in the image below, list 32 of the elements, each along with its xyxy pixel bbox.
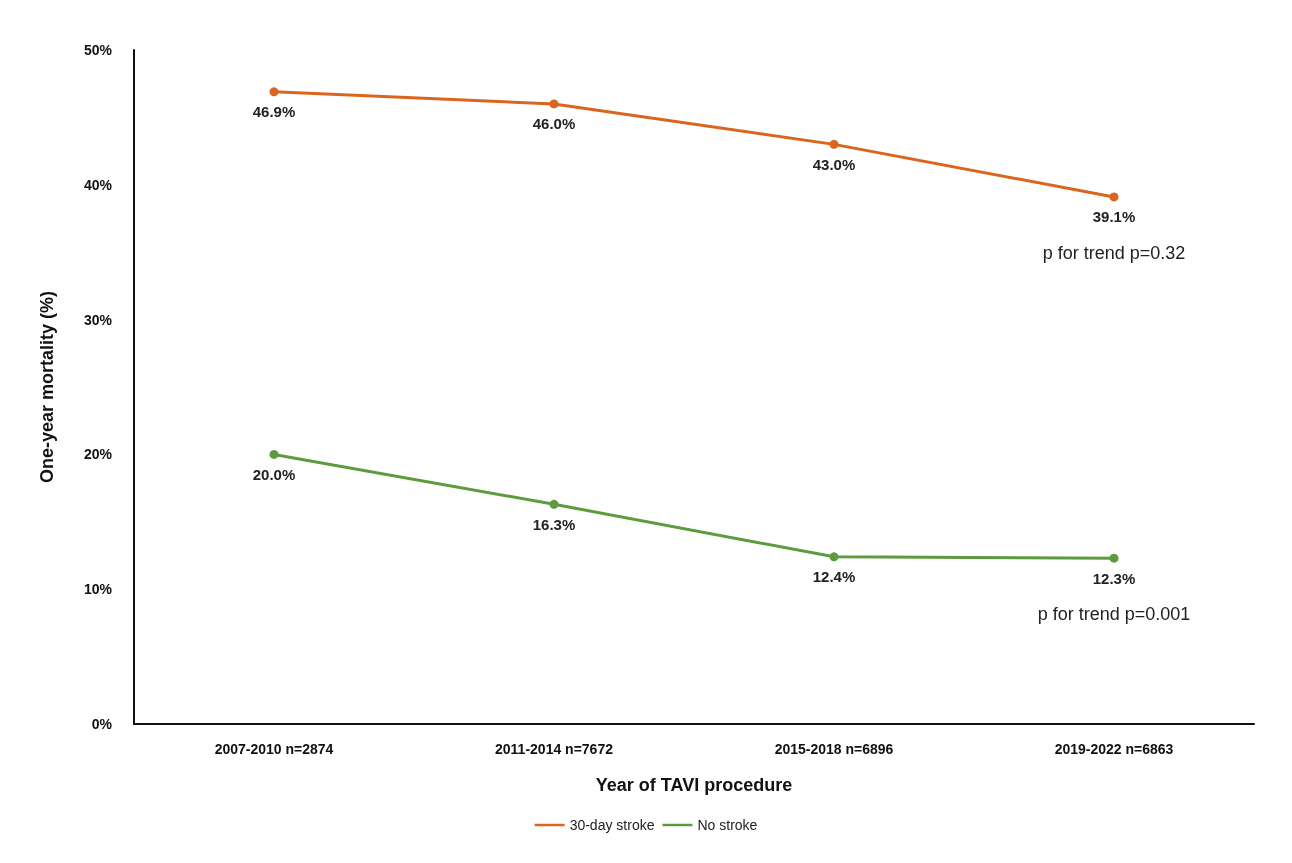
- point: [269, 87, 279, 97]
- x-tick-label: 2015-2018 n=6896: [774, 741, 894, 757]
- data-label: 16.3%: [532, 515, 576, 533]
- y-tick-label: 50%: [83, 42, 113, 58]
- point: [549, 499, 559, 509]
- data-label: 39.1%: [1092, 208, 1136, 226]
- y-tick-label: 30%: [83, 311, 113, 328]
- y-tick-label: 10%: [83, 581, 113, 598]
- point: [1109, 192, 1119, 202]
- y-tick-label: 0%: [91, 716, 113, 732]
- x-axis-title: Year of TAVI procedure: [595, 775, 793, 795]
- annotation: p for trend p=0.001: [1037, 604, 1191, 625]
- annotation: p for trend p=0.32: [1042, 242, 1186, 263]
- x-tick-label: 2011-2014 n=7672: [495, 741, 614, 757]
- data-label: 43.0%: [812, 155, 856, 173]
- data-label: 12.4%: [812, 568, 856, 586]
- y-axis-title: One-year mortality (%): [37, 290, 57, 484]
- data-label: 12.3%: [1092, 569, 1136, 587]
- y-tick-label: 40%: [83, 176, 113, 193]
- x-tick-label: 2019-2022 n=6863: [1054, 741, 1174, 757]
- data-label: 46.0%: [532, 115, 576, 133]
- y-tick-label: 20%: [83, 446, 113, 463]
- legend-label: No stroke: [697, 817, 758, 833]
- legend-label: 30-day stroke: [569, 817, 655, 833]
- point: [1109, 553, 1119, 563]
- x-tick-label: 2007-2010 n=2874: [214, 741, 334, 757]
- point: [269, 449, 279, 459]
- data-label: 46.9%: [252, 103, 296, 121]
- data-label: 20.0%: [252, 465, 296, 483]
- point: [829, 139, 839, 149]
- point: [549, 99, 559, 109]
- point: [829, 552, 839, 562]
